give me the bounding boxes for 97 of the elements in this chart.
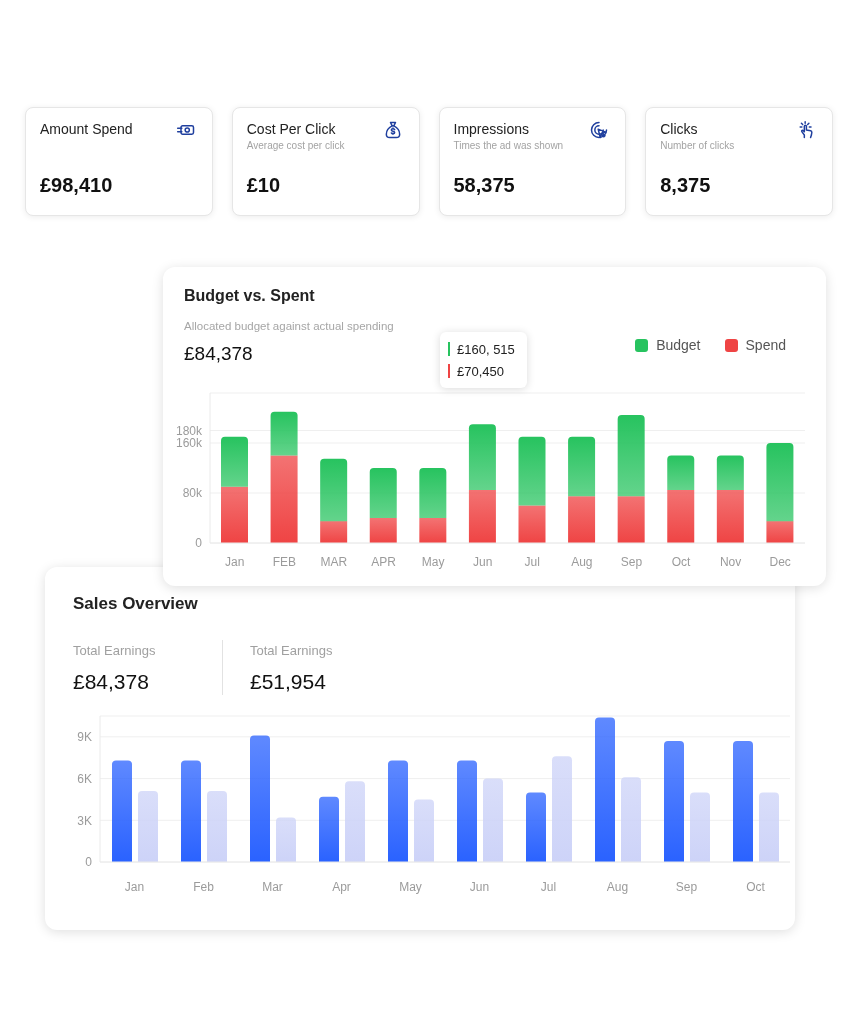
bar [320,521,348,543]
bar [766,521,794,543]
bar [221,436,248,487]
legend-label: Budget [656,337,701,353]
x-tick-label: Sep [675,879,698,894]
bar [759,792,779,862]
bar [369,518,397,543]
bar [617,496,645,543]
x-tick-label: May [421,554,445,569]
text: Times the ad was shown [453,140,564,151]
bar [552,756,572,862]
legend-label: Spend [745,337,786,353]
x-tick-label: Dec [769,554,791,569]
bar [207,791,227,862]
text: £10 [246,174,281,196]
y-tick-label: 160k [175,436,203,451]
y-tick-label: 0 [195,536,203,551]
x-tick-label: Oct [671,554,692,569]
bar [319,796,339,862]
bar [468,489,496,543]
bar [250,735,270,862]
x-tick-label: Feb [193,879,215,894]
category-label: Cost Per Click [246,121,336,137]
x-tick-label: MAR [320,554,348,569]
y-tick-label: 0 [85,855,93,870]
bar [419,468,447,518]
y-tick-label: 3K [77,813,92,828]
bar [733,741,753,862]
bar [320,458,348,522]
text: £84,378 [73,670,150,694]
x-tick-label: May [399,879,422,894]
bar [138,791,158,862]
text: £84,378 [184,343,253,365]
text: 8,375 [660,174,711,196]
text: Total Earnings [73,643,156,658]
chart-title: Sales Overview [73,594,198,614]
bar [468,424,496,490]
y-tick-label: 80k [182,486,203,501]
bar [664,741,684,862]
x-tick-label: Jan [124,879,145,894]
x-tick-label: Jun [469,879,490,894]
bar [457,760,477,862]
bar [112,760,132,862]
bar [716,489,744,543]
category-label: Impressions [453,121,529,137]
x-tick-label: Aug [606,879,629,894]
bar [667,455,695,490]
x-tick-label: Jan [225,554,245,569]
x-tick-label: FEB [272,554,297,569]
text: £51,954 [250,670,327,694]
text: Average cost per click [246,140,345,151]
bar [181,760,201,862]
x-tick-label: Jul [540,879,557,894]
bar [526,792,546,862]
bar [483,778,503,862]
bar [617,414,645,497]
text: Total Earnings [250,643,333,658]
bar [621,777,641,862]
bar [221,486,248,543]
bar [518,505,546,543]
x-tick-label: Sep [620,554,643,569]
bar [568,496,596,543]
bar [270,411,298,456]
bar [716,455,744,490]
bar [388,760,408,862]
x-tick-label: Aug [571,554,593,569]
bar [690,792,710,862]
x-tick-label: Mar [262,879,283,894]
bar [766,443,794,522]
bar [270,455,298,543]
category-label: Amount Spend [40,121,133,137]
bar [369,468,397,518]
x-tick-label: Jul [524,554,540,569]
bar [419,518,447,543]
y-tick-label: 180k [175,423,203,438]
bar [276,817,296,862]
chart-title: Budget vs. Spent [184,287,315,305]
bar [667,489,695,543]
text: £160, 515 [457,341,515,357]
text: 58,375 [453,174,515,196]
category-label: Clicks [660,121,698,137]
x-tick-label: Jun [473,554,493,569]
y-tick-label: 9K [77,730,92,745]
text: £98,410 [40,174,113,196]
bar [595,717,615,862]
x-tick-label: Oct [746,879,766,894]
bar [518,436,546,506]
bar [568,436,596,497]
x-tick-label: APR [371,554,397,569]
text: £70,450 [457,363,504,379]
x-tick-label: Nov [719,554,742,569]
text: Number of clicks [660,140,735,151]
bar [345,781,365,862]
y-tick-label: 6K [77,771,92,786]
chart-subtitle: Allocated budget against actual spending [184,320,394,332]
bar [414,799,434,862]
x-tick-label: Apr [332,879,351,894]
